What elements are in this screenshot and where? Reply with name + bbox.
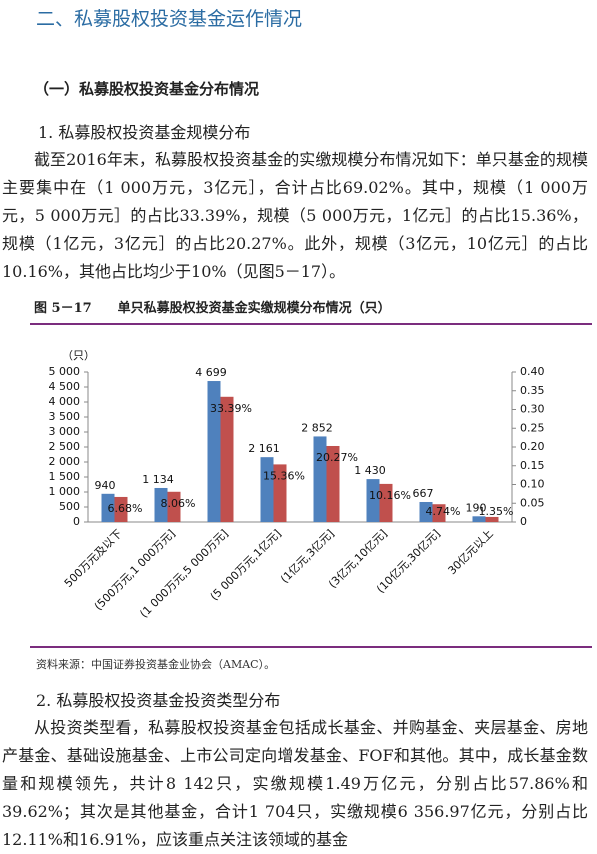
paragraph: 截至2016年末，私募股权投资基金的实缴规模分布情况如下：单只基金的规模主要集中… — [2, 150, 588, 281]
y2-tick-label: 0.15 — [520, 459, 545, 472]
y2-tick-label: 0.05 — [520, 496, 545, 509]
bar — [220, 396, 234, 522]
x-tick-label: 30亿元以上 — [446, 527, 496, 577]
figure-caption: 图 5－17 单只私募股权投资基金实缴规模分布情况（只） — [34, 301, 391, 316]
data-label: 940 — [95, 479, 116, 492]
data-label: 8.06% — [161, 497, 196, 510]
paragraph: 从投资类型看，私募股权投资基金包括成长基金、并购基金、夹层基金、房地产基金、基础… — [2, 718, 588, 849]
bar — [379, 483, 393, 522]
bar — [366, 479, 380, 522]
y-axis-label: （只） — [62, 349, 95, 362]
bar — [260, 457, 274, 522]
x-tick-label: (1 000万元,5 000万元] — [137, 527, 230, 620]
y-tick-label: 5 000 — [49, 365, 81, 378]
y2-tick-label: 0.40 — [520, 365, 545, 378]
bar — [114, 496, 128, 522]
bar — [326, 445, 340, 522]
y-tick-label: 2 000 — [49, 455, 81, 468]
y-tick-label: 4 500 — [49, 380, 81, 393]
y-tick-label: 0 — [73, 515, 80, 528]
y2-tick-label: 0.35 — [520, 384, 545, 397]
subheading: （一）私募股权投资基金分布情况 — [34, 80, 260, 98]
data-label: 1 134 — [142, 473, 174, 486]
y2-tick-label: 0.25 — [520, 421, 545, 434]
data-label: 1.35% — [479, 505, 514, 518]
bar — [101, 493, 115, 522]
data-label: 33.39% — [210, 402, 252, 415]
bar — [313, 436, 327, 522]
y2-tick-label: 0.30 — [520, 403, 545, 416]
bar — [432, 504, 446, 522]
x-tick-label: (1亿元,3亿元] — [278, 527, 337, 586]
data-label: 2 852 — [301, 421, 333, 434]
y-tick-label: 3 500 — [49, 410, 81, 423]
y-tick-label: 500 — [59, 500, 80, 513]
data-label: 4.74% — [426, 505, 461, 518]
data-label: 10.16% — [369, 489, 411, 502]
rule — [30, 646, 592, 648]
bar — [273, 464, 287, 522]
data-label: 15.36% — [263, 469, 305, 482]
data-label: 190 — [466, 501, 487, 514]
bar — [472, 516, 486, 522]
heading: 二、私募股权投资基金运作情况 — [36, 8, 303, 30]
y2-tick-label: 0 — [520, 515, 527, 528]
data-label: 667 — [413, 487, 434, 500]
y-tick-label: 2 500 — [49, 440, 81, 453]
data-label: 4 699 — [195, 366, 227, 379]
bar — [207, 381, 221, 522]
data-label: 2 161 — [248, 442, 280, 455]
bar — [485, 516, 499, 522]
section-title: 1. 私募股权投资基金规模分布 — [38, 123, 251, 142]
data-label: 20.27% — [316, 451, 358, 464]
y2-tick-label: 0.20 — [520, 440, 545, 453]
bar — [167, 491, 181, 522]
source: 资料来源：中国证券投资基金业协会（AMAC）。 — [36, 658, 276, 671]
bar — [154, 487, 168, 522]
bar — [419, 501, 433, 522]
rule — [30, 323, 592, 325]
data-label: 6.68% — [108, 502, 143, 515]
y-tick-label: 1 500 — [49, 470, 81, 483]
section-title: 2. 私募股权投资基金投资类型分布 — [36, 691, 281, 710]
y-tick-label: 3 000 — [49, 425, 81, 438]
y2-tick-label: 0.10 — [520, 478, 545, 491]
data-label: 1 430 — [354, 464, 386, 477]
y-tick-label: 1 000 — [49, 485, 81, 498]
chart: （只） 0 500 1 000 1 500 2 000 2 500 3 000 3 500 4 … — [49, 349, 545, 620]
y-tick-label: 4 000 — [49, 395, 81, 408]
